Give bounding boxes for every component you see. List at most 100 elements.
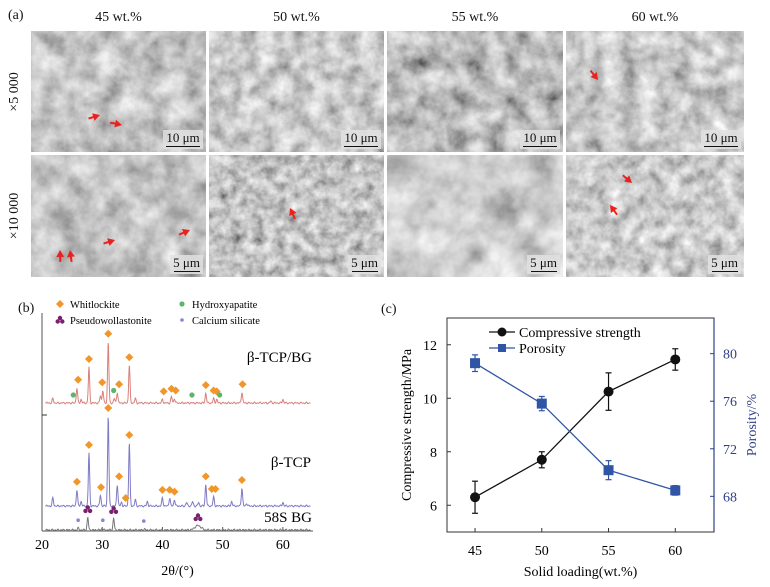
- y2-axis-label: Porosity/%: [745, 394, 760, 457]
- scale-bar-label: 10 μm: [166, 129, 200, 145]
- xrd-pattern: [45, 343, 311, 405]
- x-tick-label: 60: [668, 544, 682, 559]
- pattern-label: β-TCP/BG: [247, 350, 312, 366]
- scale-bar-line: [711, 270, 738, 272]
- y2-tick-label: 80: [723, 348, 737, 363]
- phase-marker: [237, 476, 246, 484]
- red-arrow-icon: [110, 119, 122, 128]
- club-lobe: [193, 516, 198, 522]
- x-tick-label: 60: [276, 538, 290, 553]
- legend-label: Hydroxyapatite: [192, 300, 258, 311]
- x-axis-label: 2θ/(°): [161, 564, 194, 579]
- column-title: 55 wt.%: [451, 10, 499, 25]
- pattern-label: β-TCP: [271, 455, 311, 471]
- sem-micrograph: 10 μm: [566, 31, 744, 152]
- phase-marker: [171, 386, 180, 395]
- data-point: [670, 354, 681, 365]
- arrow-head: [289, 208, 297, 217]
- x-tick-label: 50: [216, 538, 230, 553]
- column-title: 50 wt.%: [273, 10, 320, 25]
- legend-label: Compressive strength: [519, 326, 641, 341]
- scale-bar-line: [523, 145, 557, 147]
- scale-bar-line: [530, 270, 557, 272]
- phase-marker: [170, 487, 179, 496]
- scale-bar-label: 10 μm: [523, 129, 557, 145]
- data-point: [603, 386, 614, 397]
- legend-marker: [56, 300, 64, 308]
- phase-marker: [111, 387, 117, 394]
- panel-c-label: (c): [381, 302, 397, 317]
- arrow-head: [66, 250, 75, 258]
- arrow-head: [590, 72, 598, 80]
- phase-marker: [158, 485, 167, 494]
- phase-marker: [201, 381, 210, 390]
- sem-micrograph: 5 μm: [566, 155, 744, 277]
- xrd-chart: 20 30 40 50 60 2θ/(°) Whitlockite Hydroxyapatit…: [35, 300, 313, 579]
- scale-bar: 5 μm: [708, 254, 741, 274]
- club-lobe: [198, 516, 203, 522]
- club-lobe: [57, 315, 63, 321]
- legend-label: Calcium silicate: [192, 316, 260, 327]
- phase-marker: [104, 404, 113, 412]
- club-lobe: [85, 505, 90, 510]
- red-arrow-icon: [622, 174, 632, 183]
- scale-bar-label: 10 μm: [344, 129, 378, 145]
- scale-bar-label: 5 μm: [530, 254, 557, 270]
- club-lobe: [195, 513, 201, 518]
- legend-marker: [179, 301, 185, 307]
- phase-marker: [201, 472, 210, 481]
- club-lobe: [87, 508, 93, 514]
- scale-bar: 10 μm: [341, 129, 381, 149]
- panel-b-label: (b): [18, 301, 35, 316]
- phase-marker: [83, 505, 93, 514]
- legend-marker: [498, 344, 506, 352]
- red-arrow-icon: [589, 69, 598, 80]
- scale-bar-line: [351, 270, 378, 272]
- arrow-head: [610, 205, 618, 214]
- phase-marker: [84, 440, 93, 449]
- y-axis-label: Compressive strength/MPa: [400, 348, 415, 501]
- scale-bar-line: [173, 270, 200, 272]
- x-tick-label: 40: [155, 538, 169, 553]
- legend-label: Whitlockite: [70, 300, 120, 311]
- x-tick-label: 45: [468, 544, 482, 559]
- red-arrow-icon: [610, 205, 618, 216]
- red-arrow-icon: [289, 208, 297, 220]
- scale-bar-label: 5 μm: [711, 254, 738, 270]
- red-arrow-icon: [178, 229, 190, 237]
- data-point: [536, 398, 547, 409]
- red-arrow-icon: [88, 113, 100, 121]
- sem-micrograph: 5 μm: [31, 155, 206, 277]
- scale-bar: 5 μm: [527, 254, 560, 274]
- phase-marker: [238, 380, 247, 389]
- club-lobe: [109, 509, 114, 514]
- phase-marker: [211, 485, 220, 493]
- club-lobe: [113, 509, 119, 514]
- phase-marker: [84, 355, 93, 363]
- y-tick-label: 8: [430, 446, 437, 461]
- phase-marker: [101, 518, 105, 522]
- arrow-head: [92, 113, 100, 121]
- scale-bar: 10 μm: [520, 129, 560, 149]
- phase-marker: [125, 353, 134, 362]
- x-tick-label: 50: [535, 544, 549, 559]
- x-axis-label: Solid loading(wt.%): [524, 565, 638, 580]
- panel-a-label: (a): [8, 8, 24, 23]
- x-tick-label: 30: [95, 538, 109, 553]
- red-arrow-icon: [103, 238, 115, 246]
- sem-micrograph: 10 μm: [387, 31, 563, 152]
- row-magnification-label: ×5 000: [7, 71, 22, 112]
- club-lobe: [55, 319, 60, 324]
- y2-tick-label: 76: [723, 395, 737, 410]
- phase-marker: [98, 378, 107, 387]
- data-point: [670, 485, 681, 496]
- scale-bar-label: 10 μm: [704, 129, 738, 145]
- legend-label: Porosity: [519, 342, 566, 357]
- series-line: [474, 362, 676, 492]
- red-arrow-icon: [56, 250, 65, 263]
- y2-tick-label: 72: [723, 443, 737, 458]
- column-title: 60 wt.%: [631, 10, 679, 25]
- phase-marker: [159, 387, 168, 396]
- scale-bar-label: 5 μm: [173, 254, 200, 270]
